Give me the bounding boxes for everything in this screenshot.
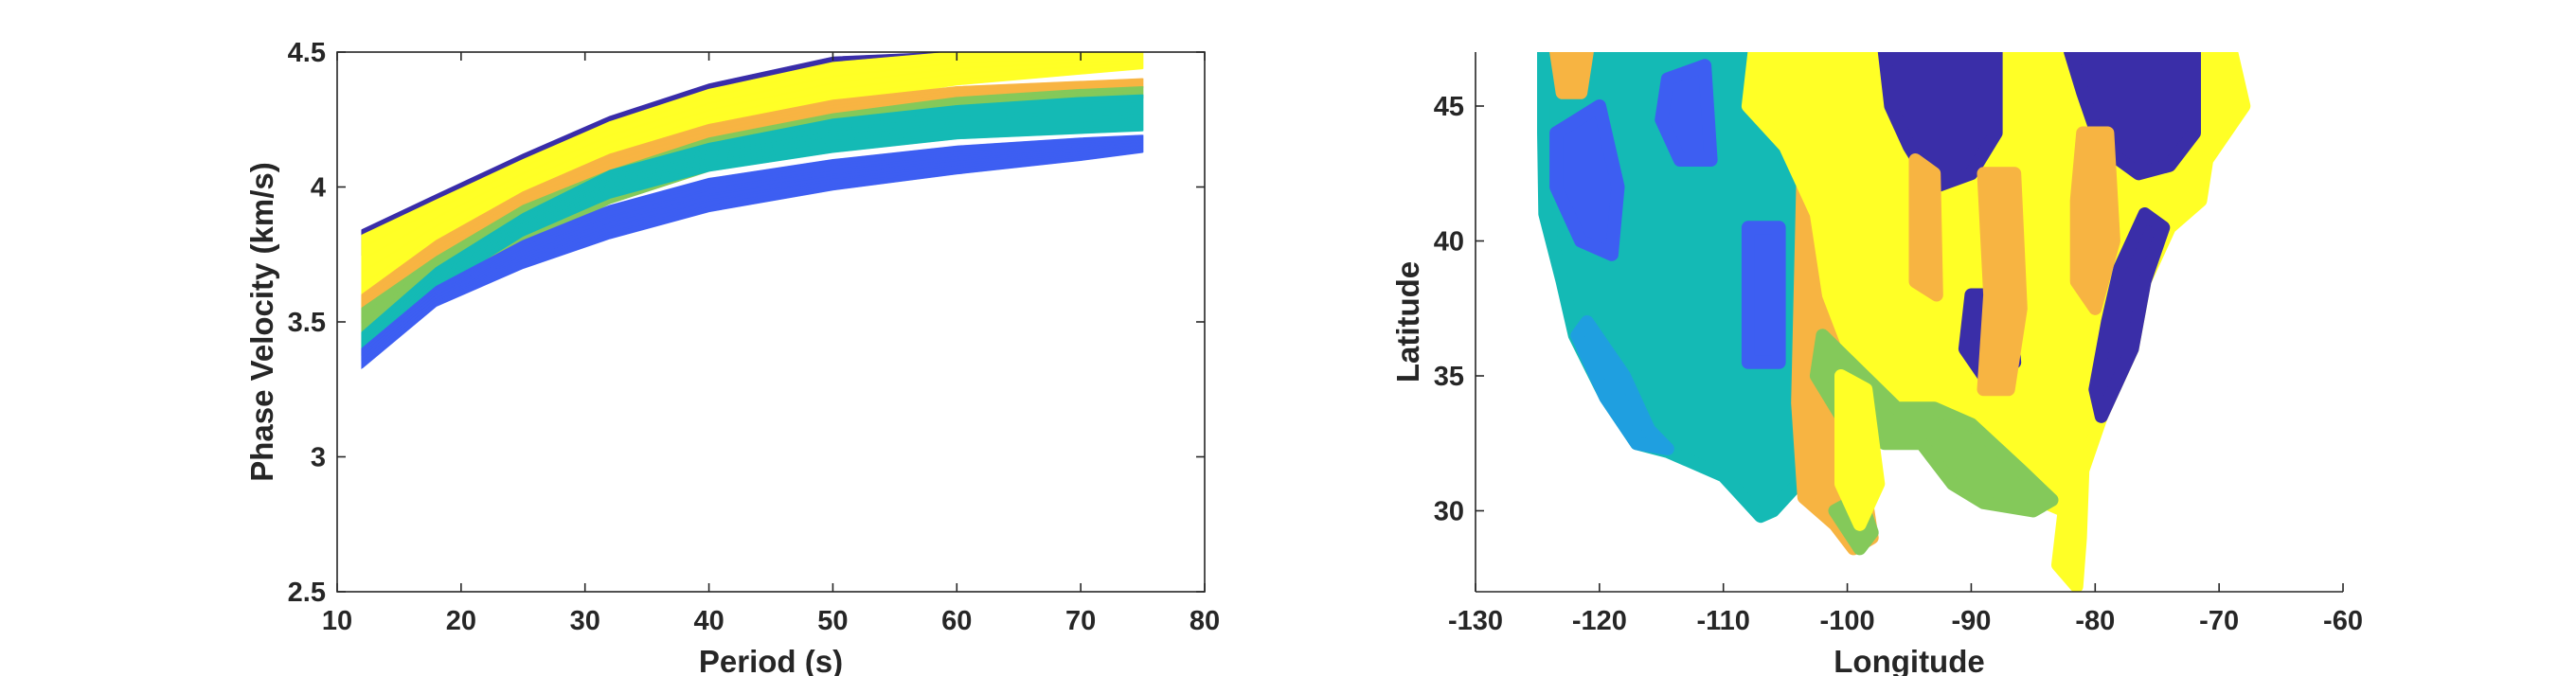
dispersion-curve [361,105,1143,343]
dispersion-curve [361,140,1143,356]
dispersion-curve [361,78,1143,296]
dispersion-curve [361,117,1143,352]
map-y-tick-label: 35 [1434,362,1464,392]
dispersion-y-tick-label: 3.5 [288,308,326,338]
dispersion-x-tick-label: 80 [1190,606,1220,636]
dispersion-curve [361,145,1143,363]
map-region-16 [1908,153,1943,302]
dispersion-x-tick-label: 10 [322,606,352,636]
dispersion-curve [361,148,1143,365]
map-region-12 [2088,207,2171,423]
dispersion-chart: 10 20 30 40 50 60 70 80 2.533.544.5 Period (s) … [244,38,1220,676]
dispersion-curve [361,80,1143,305]
dispersion-curve [361,94,1143,334]
dispersion-curve [361,56,1143,261]
dispersion-x-tick-label: 20 [446,606,476,636]
map-region-17 [1549,52,1594,99]
dispersion-x-tick-label: 60 [941,606,972,636]
dispersion-x-tick-label: 70 [1065,606,1096,636]
map-x-tick-label: -100 [1820,606,1875,636]
dispersion-y-axis-title: Phase Velocity (km/s) [244,162,279,482]
map-x-tick-label: -120 [1572,606,1627,636]
dispersion-curve [361,142,1143,360]
dispersion-x-tick-label: 40 [693,606,724,636]
map-x-tick-label: -60 [2323,606,2363,636]
map-region-10 [1877,52,2003,194]
map-x-ticks: -130 -120 -110 -100 -90 -80 -70 -60 [1448,583,2363,636]
dispersion-series-1 [361,52,1144,311]
map-chart: -130 -120 -110 -100 -90 -80 -70 -60 30 35 40 45 Lo… [1390,52,2363,676]
map-region-14 [1977,167,2028,397]
dispersion-curve [361,53,1143,249]
dispersion-curve [361,59,1143,274]
map-x-tick-label: -70 [2199,606,2239,636]
map-plot-area [1537,52,2251,592]
map-region-1 [1570,315,1674,455]
map-x-tick-label: -130 [1448,606,1503,636]
dispersion-y-ticks: 2.5 3 3.5 4 4.5 [288,38,1205,608]
dispersion-curve [361,123,1143,356]
dispersion-curve [361,62,1143,285]
dispersion-x-axis-title: Period (s) [699,644,843,676]
dispersion-plot-area [361,52,1144,370]
map-y-tick-label: 45 [1434,92,1464,122]
dispersion-series-5 [361,134,1144,370]
map-region-15 [2069,126,2120,315]
map-y-ticks: 30 35 40 45 [1434,92,1484,527]
map-region-2 [1549,99,1625,261]
dispersion-curve [361,151,1143,369]
map-y-tick-label: 30 [1434,497,1464,527]
dispersion-curve [361,52,1143,232]
dispersion-curve [361,79,1143,301]
map-x-axis-title: Longitude [1834,644,1984,676]
map-region-3 [1655,59,1718,167]
map-x-tick-label: -110 [1696,606,1749,636]
dispersion-curve [361,134,1143,350]
map-x-tick-label: -80 [2075,606,2115,636]
dispersion-curve [361,52,1143,236]
map-x-tick-label: -90 [1951,606,1991,636]
dispersion-curve [361,137,1143,353]
dispersion-x-tick-label: 50 [817,606,848,636]
map-region-9 [1834,369,1886,531]
dispersion-x-tick-label: 30 [570,606,600,636]
dispersion-curve [361,86,1143,310]
map-y-axis-title: Latitude [1390,261,1425,382]
dispersion-y-tick-label: 3 [311,443,326,473]
dispersion-y-tick-label: 4 [311,173,326,204]
map-y-tick-label: 40 [1434,227,1464,258]
dispersion-curve [361,52,1143,237]
map-region-4 [1741,221,1786,369]
dispersion-y-tick-label: 2.5 [288,578,326,608]
dispersion-x-ticks: 10 20 30 40 50 60 70 80 [322,52,1220,636]
dispersion-series-4 [361,94,1144,362]
dispersion-curve [361,81,1143,310]
dispersion-y-tick-label: 4.5 [288,38,326,68]
dispersion-curve [361,112,1143,347]
dispersion-curve [361,99,1143,338]
